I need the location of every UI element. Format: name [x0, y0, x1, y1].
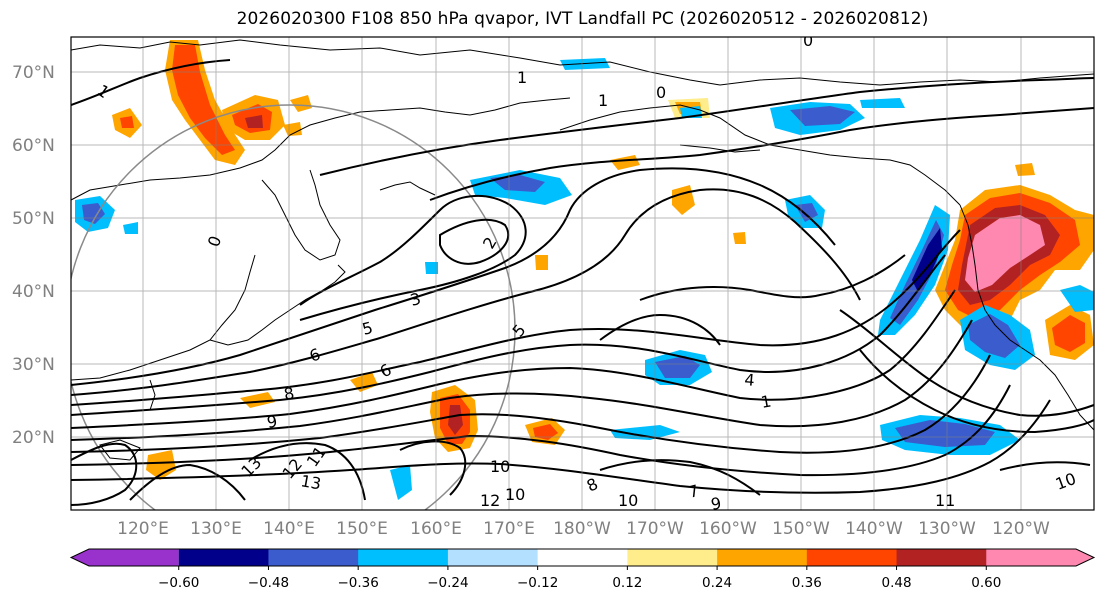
contour-label: 1	[517, 68, 527, 87]
colorbar-tick-label: −0.36	[337, 575, 378, 591]
colorbar-extend-high	[986, 549, 1094, 566]
lat-label: 60°N	[12, 136, 55, 156]
contour-label: 10	[505, 485, 525, 504]
lat-label: 70°N	[12, 63, 55, 83]
colorbar-swatch	[178, 549, 269, 566]
lat-label: 20°N	[12, 428, 55, 448]
map-title: 2026020300 F108 850 hPa qvapor, IVT Land…	[236, 9, 929, 29]
lon-label: 130°W	[918, 519, 976, 539]
colorbar-tick-label: −0.48	[248, 575, 289, 591]
contour-label: 9	[709, 493, 722, 513]
lat-label: 30°N	[12, 355, 55, 375]
contour-label: 7	[686, 481, 701, 502]
colorbar-outline	[69, 548, 1096, 567]
positive-anomaly-fill	[112, 40, 1094, 480]
lon-label: 120°E	[117, 519, 169, 539]
contour-label: 8	[282, 383, 295, 403]
colorbar-tick-label: 0.12	[612, 575, 642, 591]
contour-label: 10	[618, 491, 638, 510]
colorbar-swatch	[896, 549, 987, 566]
lon-label: 170°E	[483, 519, 535, 539]
contour-label: 4	[744, 370, 756, 390]
colorbar-swatch	[358, 549, 449, 566]
colorbar-tick-label: 0.60	[971, 575, 1001, 591]
lon-label: 120°W	[992, 519, 1050, 539]
range-ring	[71, 104, 516, 510]
colorbar-labels: −0.60 −0.48 −0.36 −0.24 −0.12 0.12 0.24 0.36 0.4…	[158, 566, 1001, 591]
contour-label: 3	[408, 289, 423, 310]
contour-label: 5	[360, 318, 375, 339]
colorbar-tick-label: −0.60	[158, 575, 199, 591]
colorbar	[69, 548, 1096, 567]
colorbar-tick-label: 0.36	[792, 575, 822, 591]
lon-label: 180°W	[553, 519, 611, 539]
lon-label: 130°E	[190, 519, 242, 539]
negative-anomaly-fill	[75, 58, 1094, 500]
lon-label: 160°E	[410, 519, 462, 539]
contour-label: 9	[265, 411, 278, 431]
lon-label: 170°W	[626, 519, 684, 539]
contour-label: 1	[598, 91, 608, 110]
lon-label: 140°W	[845, 519, 903, 539]
colorbar-tick-label: 0.48	[882, 575, 912, 591]
colorbar-tick-label: −0.12	[517, 575, 558, 591]
colorbar-tick-label: −0.24	[427, 575, 468, 591]
lon-label: 150°W	[772, 519, 830, 539]
contour-label: 13	[299, 471, 322, 493]
contour-label: 11	[935, 491, 955, 510]
map-frame	[70, 36, 1095, 511]
ivt-contours	[71, 59, 1094, 506]
contour-label: 12	[480, 491, 500, 510]
colorbar-tick-label: 0.24	[702, 575, 732, 591]
colorbar-swatch	[537, 549, 628, 566]
colorbar-extend-low	[71, 549, 179, 566]
lat-label: 40°N	[12, 282, 55, 302]
colorbar-swatch	[717, 549, 808, 566]
longitude-labels: 120°E 130°E 140°E 150°E 160°E 170°E 180°…	[117, 519, 1050, 539]
lon-label: 160°W	[699, 519, 757, 539]
contour-label: 0	[656, 83, 666, 102]
graticule	[71, 37, 1094, 510]
colorbar-swatch	[806, 549, 898, 566]
colorbar-swatch	[627, 549, 718, 566]
contour-label: 10	[490, 457, 510, 476]
latitude-labels: 70°N 60°N 50°N 40°N 30°N 20°N	[12, 63, 55, 448]
lon-label: 150°E	[336, 519, 388, 539]
lon-label: 140°E	[263, 519, 315, 539]
contour-label: 0	[803, 31, 813, 50]
colorbar-swatch	[447, 549, 539, 566]
contour-label: 1	[759, 391, 772, 411]
colorbar-swatch	[268, 549, 359, 566]
lat-label: 50°N	[12, 209, 55, 229]
